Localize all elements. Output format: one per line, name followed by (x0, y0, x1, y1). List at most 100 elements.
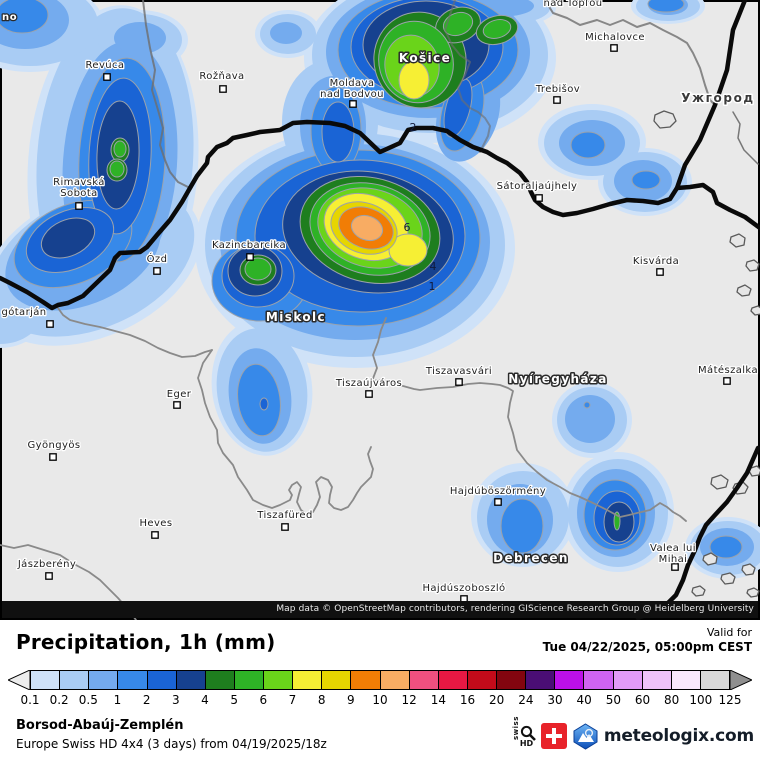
scale-arrow-right (730, 670, 752, 690)
city-label: Michalovce (585, 32, 645, 43)
scale-cell-0 (30, 670, 61, 690)
city-marker (349, 100, 357, 108)
region-border-sk-west (142, 0, 191, 189)
city-label: Tiszafüred (256, 510, 312, 521)
city-miskolc: Miskolc (264, 309, 326, 326)
city-marker (153, 267, 161, 275)
city-satoraljaujhely: Sátoraljaújhely (495, 179, 578, 202)
scale-tick-label: 2 (142, 693, 151, 707)
scale-cell-2 (88, 670, 119, 690)
city-gyongyos: Gyöngyös (26, 439, 81, 461)
city-marker (173, 401, 181, 409)
county-border-hu-north (57, 307, 213, 358)
city-marker (45, 572, 53, 580)
city-marker (535, 194, 543, 202)
hd-label: HD (519, 738, 534, 748)
city-marker (671, 563, 679, 571)
city-marker (46, 320, 54, 328)
precipitation-map[interactable]: no Revúca Rožňava Moldava nad Bodvou Košice na… (0, 0, 760, 620)
country-border-sk-ua (674, 0, 760, 231)
scale-tick-label: 7 (288, 693, 297, 707)
city-label: Hajdúszoboszló (422, 582, 505, 594)
city-roznava: Rožňava (198, 69, 245, 93)
scale-cell-9 (292, 670, 323, 690)
city-tiszafured: Tiszafüred (255, 509, 314, 531)
city-marker (656, 268, 664, 276)
magnifier-icon (520, 725, 536, 741)
scale-cell-18 (554, 670, 585, 690)
city-uzhhorod: Ужгород (680, 90, 755, 107)
city-marker (365, 390, 373, 398)
city-marker (246, 253, 254, 261)
scale-tick-label: 125 (718, 693, 742, 707)
city-label: Gyöngyös (28, 440, 81, 451)
country-border-sk-hu (0, 119, 680, 311)
contour-label-layer: 2 6 4 1 (404, 121, 437, 293)
contour-value-label: 4 (430, 260, 437, 273)
scale-cell-16 (496, 670, 527, 690)
map-attribution: Map data © OpenStreetMap contributors, r… (2, 601, 758, 618)
city-brezno-partial: no (1, 11, 18, 25)
city-label: Eger (167, 389, 192, 400)
scale-tick-label: 14 (430, 693, 446, 707)
scale-tick-label: 60 (634, 693, 651, 707)
city-debrecen: Debrecen (492, 550, 569, 567)
meteologix-site-name[interactable]: meteologix.com (603, 726, 754, 746)
city-label: nad Topľou (543, 0, 602, 9)
city-marker (75, 202, 83, 210)
scale-tick-label: 9 (347, 693, 355, 707)
scale-cell-3 (117, 670, 148, 690)
valid-time-value: Tue 04/22/2025, 05:00pm CEST (542, 640, 752, 654)
color-scale-bar (8, 670, 752, 690)
city-marker (723, 377, 731, 385)
county-border-hu-east (371, 317, 687, 522)
city-heves: Heves (138, 517, 173, 539)
city-marker (49, 453, 57, 461)
scale-tick-label: 100 (689, 693, 713, 707)
scale-tick-label: 3 (172, 693, 180, 707)
city-label: Kisvárda (633, 255, 679, 267)
scale-cell-15 (466, 670, 497, 690)
scale-cell-22 (670, 670, 701, 690)
scale-cell-5 (175, 670, 206, 690)
area-outlines-ro-ua (653, 110, 760, 598)
chart-title: Precipitation, 1h (mm) (16, 630, 276, 654)
scale-tick-label: 10 (372, 693, 388, 707)
city-label: Ózd (147, 252, 168, 265)
city-label: Miskolc (266, 310, 326, 324)
county-border-hu-west (197, 349, 374, 516)
city-kisvarda: Kisvárda (632, 254, 680, 276)
city-label: Nyíregyháza (508, 372, 608, 386)
city-revuca: Revúca (84, 58, 125, 81)
scale-cell-21 (641, 670, 672, 690)
region-name: Borsod-Abaúj-Zemplén (16, 718, 184, 733)
city-marker (151, 531, 159, 539)
scale-cell-17 (525, 670, 556, 690)
city-label: Košice (399, 51, 451, 65)
city-mateszalka: Mátészalka (697, 363, 759, 385)
scale-tick-label: 50 (605, 693, 621, 707)
city-eger: Eger (165, 388, 193, 409)
color-scale-labels: 0.1 0.2 0.5 1 2 3 4 5 6 7 8 9 10 12 14 16 20 24 30 40 50 60 80… (20, 693, 741, 709)
city-marker (553, 96, 561, 104)
scale-cell-8 (263, 670, 294, 690)
swiss-flag-icon (540, 723, 567, 749)
city-hajduszoboszlo: Hajdúszoboszló (421, 581, 506, 603)
scale-tick-label: 40 (576, 693, 592, 707)
city-label: Mihai (659, 554, 688, 565)
city-label: Sobota (60, 188, 97, 199)
city-marker (494, 498, 502, 506)
city-label: Sátoraljaújhely (497, 180, 578, 192)
model-info: Europe Swiss HD 4x4 (3 days) from 04/19/… (16, 737, 327, 751)
scale-cell-12 (379, 670, 410, 690)
swiss-hd-logo: swiss HD (512, 716, 536, 752)
city-michalovce: Michalovce (584, 31, 646, 52)
city-label: nad Bodvou (320, 89, 384, 100)
city-label: Kazincbarcika (212, 240, 286, 251)
legend-panel: Precipitation, 1h (mm) Valid for Tue 04/… (0, 620, 760, 760)
region-border-sk-michalovce (544, 0, 716, 106)
